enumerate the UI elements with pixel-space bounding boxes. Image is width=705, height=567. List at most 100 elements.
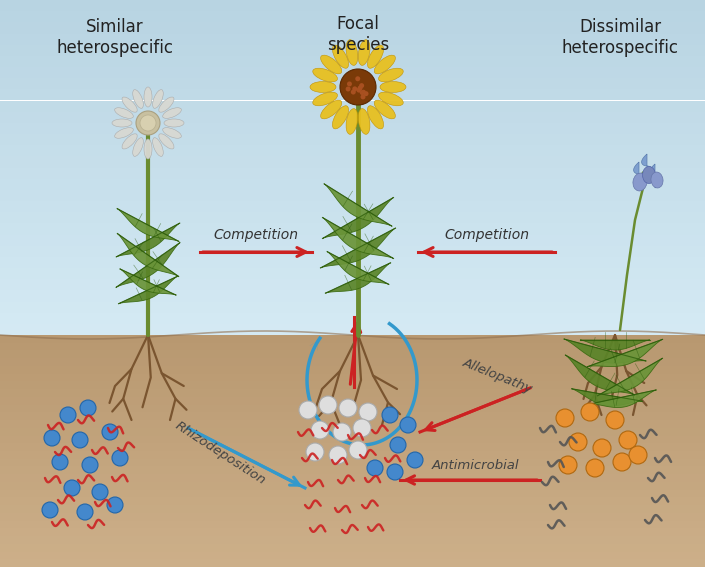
Bar bbox=[0, 279, 705, 290]
Polygon shape bbox=[580, 340, 650, 350]
Circle shape bbox=[82, 457, 98, 473]
Text: Competition: Competition bbox=[214, 228, 298, 242]
Circle shape bbox=[613, 453, 631, 471]
Polygon shape bbox=[117, 234, 179, 277]
Bar bbox=[0, 397, 705, 405]
Bar bbox=[0, 56, 705, 67]
Bar bbox=[0, 167, 705, 179]
Bar bbox=[0, 190, 705, 201]
Bar bbox=[0, 156, 705, 167]
Circle shape bbox=[407, 452, 423, 468]
Bar bbox=[0, 412, 705, 420]
Text: Dissimilar
heterospecific: Dissimilar heterospecific bbox=[561, 18, 678, 57]
Bar bbox=[0, 11, 705, 22]
Ellipse shape bbox=[313, 92, 338, 106]
Circle shape bbox=[340, 69, 376, 105]
Ellipse shape bbox=[313, 68, 338, 82]
Bar bbox=[0, 552, 705, 559]
Text: Competition: Competition bbox=[444, 228, 529, 242]
Ellipse shape bbox=[133, 90, 143, 108]
Bar bbox=[0, 112, 705, 123]
Ellipse shape bbox=[152, 138, 164, 156]
Bar bbox=[0, 201, 705, 212]
Circle shape bbox=[299, 401, 317, 419]
Ellipse shape bbox=[321, 55, 342, 74]
Bar bbox=[0, 257, 705, 268]
Ellipse shape bbox=[133, 138, 143, 156]
Ellipse shape bbox=[144, 87, 152, 107]
Bar bbox=[0, 100, 705, 112]
Circle shape bbox=[349, 441, 367, 459]
Ellipse shape bbox=[321, 100, 342, 119]
Circle shape bbox=[356, 88, 361, 94]
Circle shape bbox=[361, 90, 366, 95]
Polygon shape bbox=[564, 339, 646, 363]
Bar bbox=[0, 443, 705, 451]
Bar bbox=[0, 78, 705, 90]
Circle shape bbox=[107, 497, 123, 513]
Bar bbox=[0, 312, 705, 324]
Ellipse shape bbox=[112, 119, 132, 127]
Polygon shape bbox=[587, 339, 663, 367]
Ellipse shape bbox=[144, 139, 152, 159]
Ellipse shape bbox=[379, 68, 403, 82]
Ellipse shape bbox=[163, 108, 181, 119]
Ellipse shape bbox=[159, 97, 174, 112]
Text: Focal
species: Focal species bbox=[327, 15, 389, 54]
Ellipse shape bbox=[642, 167, 656, 184]
Circle shape bbox=[593, 439, 611, 457]
Polygon shape bbox=[322, 197, 393, 239]
Circle shape bbox=[382, 407, 398, 423]
Circle shape bbox=[311, 421, 329, 439]
Ellipse shape bbox=[358, 109, 370, 134]
Bar bbox=[0, 467, 705, 474]
Polygon shape bbox=[572, 389, 642, 406]
Circle shape bbox=[102, 424, 118, 440]
Ellipse shape bbox=[122, 97, 137, 112]
Circle shape bbox=[329, 446, 347, 464]
Bar bbox=[0, 405, 705, 412]
Bar bbox=[0, 223, 705, 235]
Ellipse shape bbox=[310, 82, 336, 92]
Bar bbox=[0, 513, 705, 521]
Ellipse shape bbox=[346, 109, 358, 134]
Bar bbox=[0, 536, 705, 544]
Bar bbox=[0, 521, 705, 528]
Circle shape bbox=[52, 454, 68, 470]
Ellipse shape bbox=[159, 134, 174, 149]
Bar bbox=[0, 358, 705, 366]
Bar bbox=[0, 559, 705, 567]
Circle shape bbox=[346, 81, 351, 86]
Bar bbox=[0, 123, 705, 134]
Ellipse shape bbox=[367, 105, 384, 129]
Circle shape bbox=[140, 115, 156, 131]
Polygon shape bbox=[565, 355, 635, 395]
Polygon shape bbox=[120, 269, 176, 295]
Circle shape bbox=[361, 94, 366, 99]
Ellipse shape bbox=[358, 40, 370, 65]
Circle shape bbox=[92, 484, 108, 500]
Bar bbox=[0, 428, 705, 435]
Text: Antimicrobial: Antimicrobial bbox=[431, 459, 519, 472]
Polygon shape bbox=[321, 228, 396, 268]
Ellipse shape bbox=[164, 119, 184, 127]
Circle shape bbox=[619, 431, 637, 449]
Bar bbox=[0, 246, 705, 257]
Bar bbox=[0, 134, 705, 145]
Circle shape bbox=[44, 430, 60, 446]
Bar bbox=[0, 366, 705, 374]
Bar bbox=[0, 22, 705, 33]
Ellipse shape bbox=[152, 90, 164, 108]
Bar bbox=[0, 45, 705, 56]
Polygon shape bbox=[327, 252, 389, 285]
Bar bbox=[0, 474, 705, 482]
Bar bbox=[0, 544, 705, 552]
Polygon shape bbox=[598, 358, 663, 396]
Ellipse shape bbox=[380, 82, 406, 92]
Ellipse shape bbox=[651, 172, 663, 188]
Bar bbox=[0, 342, 705, 350]
Circle shape bbox=[42, 502, 58, 518]
Bar bbox=[0, 0, 705, 11]
Circle shape bbox=[358, 87, 363, 91]
Bar bbox=[0, 459, 705, 467]
